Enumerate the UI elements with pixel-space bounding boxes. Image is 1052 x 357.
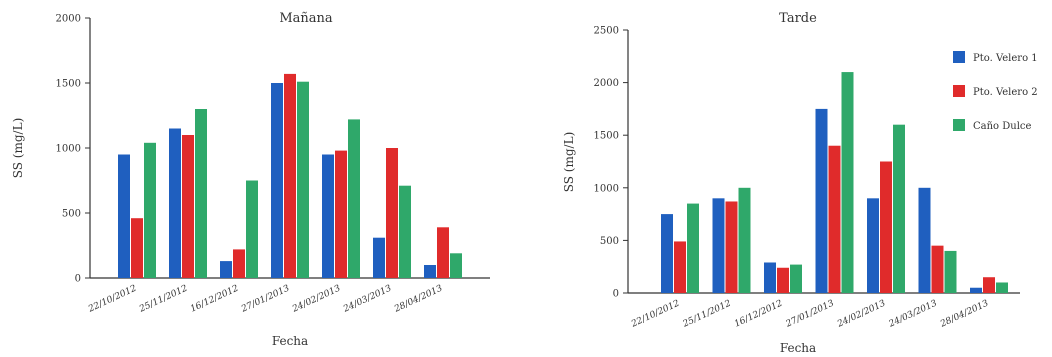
bar <box>246 180 258 278</box>
bar <box>944 250 957 293</box>
bar <box>118 154 130 278</box>
bar <box>386 148 398 278</box>
legend-label: Pto. Velero 2 <box>973 87 1038 98</box>
x-tick-label: 24/02/2013 <box>835 299 887 331</box>
chart-manana: Mañana SS (mg/L) Fecha 0 500 1000 1500 2000 2… <box>11 11 490 348</box>
legend: Pto. Velero 1 Pto. Velero 2 Caño Dulce <box>953 51 1038 132</box>
bar <box>996 282 1008 293</box>
x-tick-label: 28/04/2013 <box>938 299 990 331</box>
x-tick-label: 25/11/2012 <box>137 284 189 316</box>
bar <box>399 185 411 278</box>
bar <box>790 264 802 293</box>
x-axis-label: Fecha <box>272 334 308 348</box>
y-tick-label: 1000 <box>594 183 619 194</box>
x-tick-label: 27/01/2013 <box>239 284 291 316</box>
y-tick-label: 1500 <box>56 79 81 90</box>
y-tick-label: 2000 <box>56 14 81 25</box>
y-tick-label: 500 <box>62 209 81 220</box>
y-tick-label: 1000 <box>56 144 81 155</box>
x-tick-label: 27/01/2013 <box>784 299 836 331</box>
legend-label: Pto. Velero 1 <box>973 53 1038 64</box>
bar <box>220 261 232 278</box>
bar <box>841 72 854 293</box>
bar <box>828 145 841 293</box>
bar <box>712 198 725 293</box>
bar <box>867 198 879 293</box>
bar <box>931 245 944 293</box>
bar <box>335 150 347 278</box>
legend-swatch <box>953 119 965 131</box>
bar <box>297 81 309 278</box>
bar <box>687 203 699 293</box>
bar <box>880 161 892 293</box>
y-axis-label: SS (mg/L) <box>11 118 25 178</box>
axes: 0 500 1000 1500 2000 22/10/2012 25/11/2012 16/1… <box>56 14 490 316</box>
bar <box>674 241 686 293</box>
bar <box>777 267 789 293</box>
bar <box>233 249 245 278</box>
bar <box>144 142 156 278</box>
bar <box>271 83 283 278</box>
x-tick-label: 24/03/2013 <box>887 299 939 331</box>
x-tick-label: 22/10/2012 <box>86 284 138 316</box>
bar <box>738 187 751 293</box>
bar <box>893 124 905 294</box>
chart-title: Mañana <box>279 11 333 26</box>
legend-swatch <box>953 85 965 97</box>
y-axis-label: SS (mg/L) <box>562 132 576 192</box>
chart-title: Tarde <box>779 11 817 26</box>
y-tick-label: 1500 <box>594 131 619 142</box>
bar <box>815 108 828 294</box>
x-axis-label: Fecha <box>780 341 816 355</box>
x-tick-label: 16/12/2012 <box>189 284 240 315</box>
bar <box>348 119 360 279</box>
bar <box>284 73 296 279</box>
bar <box>195 109 207 278</box>
x-tick-label: 16/12/2012 <box>733 299 784 330</box>
bar <box>373 237 385 278</box>
x-tick-label: 24/03/2013 <box>341 284 393 316</box>
bar <box>182 135 194 278</box>
chart-tarde: Tarde SS (mg/L) Fecha 0 500 1000 1500 2000 25… <box>562 11 1038 355</box>
bar <box>169 128 181 278</box>
x-tick-label: 22/10/2012 <box>629 299 681 331</box>
x-tick-label: 24/02/2013 <box>290 284 342 316</box>
bar <box>131 218 143 278</box>
bar <box>725 201 738 293</box>
y-tick-label: 2500 <box>594 26 619 37</box>
x-tick-label: 25/11/2012 <box>681 299 733 331</box>
y-tick-label: 0 <box>75 274 81 285</box>
bar <box>424 265 436 278</box>
bar <box>322 154 334 278</box>
bar <box>764 262 776 293</box>
bar <box>918 187 931 293</box>
legend-swatch <box>953 51 965 63</box>
x-tick-label: 28/04/2013 <box>392 284 444 316</box>
bar <box>970 287 982 293</box>
y-tick-label: 0 <box>613 289 619 300</box>
axes: 0 500 1000 1500 2000 2500 22/10/2012 25/11/2012… <box>594 26 1020 331</box>
legend-label: Caño Dulce <box>973 121 1032 132</box>
bar <box>450 253 462 278</box>
bar <box>983 277 995 293</box>
y-tick-label: 500 <box>600 236 619 247</box>
bar <box>437 227 449 278</box>
y-tick-label: 2000 <box>594 78 619 89</box>
bar <box>661 214 673 293</box>
